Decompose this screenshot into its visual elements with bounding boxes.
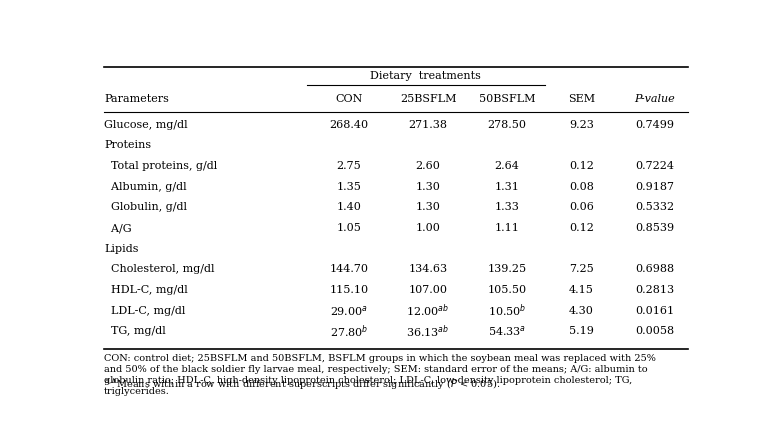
Text: CON: control diet; 25BSFLM and 50BSFLM, BSFLM groups in which the soybean meal w: CON: control diet; 25BSFLM and 50BSFLM, … <box>104 354 656 396</box>
Text: P-value: P-value <box>634 94 675 104</box>
Text: 0.7499: 0.7499 <box>635 120 674 129</box>
Text: 27.80$^{b}$: 27.80$^{b}$ <box>330 323 368 339</box>
Text: SEM: SEM <box>567 94 595 104</box>
Text: 1.30: 1.30 <box>416 202 440 212</box>
Text: 1.35: 1.35 <box>336 182 362 192</box>
Text: 139.25: 139.25 <box>487 264 527 275</box>
Text: 2.75: 2.75 <box>336 161 361 171</box>
Text: Proteins: Proteins <box>104 140 151 150</box>
Text: 7.25: 7.25 <box>569 264 594 275</box>
Text: 36.13$^{ab}$: 36.13$^{ab}$ <box>406 323 449 339</box>
Text: 0.7224: 0.7224 <box>635 161 674 171</box>
Text: 0.06: 0.06 <box>569 202 594 212</box>
Text: 0.12: 0.12 <box>569 161 594 171</box>
Text: 4.15: 4.15 <box>569 285 594 295</box>
Text: 0.8539: 0.8539 <box>635 223 674 233</box>
Text: 1.31: 1.31 <box>495 182 520 192</box>
Text: 1.30: 1.30 <box>416 182 440 192</box>
Text: 2.64: 2.64 <box>495 161 520 171</box>
Text: LDL-C, mg/dl: LDL-C, mg/dl <box>104 306 186 316</box>
Text: 1.11: 1.11 <box>495 223 520 233</box>
Text: 10.50$^{b}$: 10.50$^{b}$ <box>488 302 527 319</box>
Text: 0.2813: 0.2813 <box>635 285 674 295</box>
Text: TG, mg/dl: TG, mg/dl <box>104 326 166 336</box>
Text: 1.40: 1.40 <box>336 202 362 212</box>
Text: 268.40: 268.40 <box>329 120 369 129</box>
Text: 107.00: 107.00 <box>409 285 447 295</box>
Text: Albumin, g/dl: Albumin, g/dl <box>104 182 187 192</box>
Text: Glucose, mg/dl: Glucose, mg/dl <box>104 120 188 129</box>
Text: 278.50: 278.50 <box>488 120 527 129</box>
Text: $^{a,b}$Means within a row with different superscripts differ significantly ($P$: $^{a,b}$Means within a row with differen… <box>104 376 500 392</box>
Text: 25BSFLM: 25BSFLM <box>399 94 456 104</box>
Text: Lipids: Lipids <box>104 244 139 254</box>
Text: 12.00$^{ab}$: 12.00$^{ab}$ <box>406 302 449 319</box>
Text: A/G: A/G <box>104 223 132 233</box>
Text: Total proteins, g/dl: Total proteins, g/dl <box>104 161 217 171</box>
Text: 54.33$^{a}$: 54.33$^{a}$ <box>488 324 527 338</box>
Text: 0.12: 0.12 <box>569 223 594 233</box>
Text: 0.08: 0.08 <box>569 182 594 192</box>
Text: 134.63: 134.63 <box>409 264 447 275</box>
Text: 115.10: 115.10 <box>329 285 369 295</box>
Text: 5.19: 5.19 <box>569 326 594 336</box>
Text: 0.9187: 0.9187 <box>635 182 674 192</box>
Text: 0.0058: 0.0058 <box>635 326 674 336</box>
Text: 2.60: 2.60 <box>416 161 440 171</box>
Text: 1.33: 1.33 <box>495 202 520 212</box>
Text: Globulin, g/dl: Globulin, g/dl <box>104 202 187 212</box>
Text: 4.30: 4.30 <box>569 306 594 316</box>
Text: 144.70: 144.70 <box>329 264 369 275</box>
Text: 1.05: 1.05 <box>336 223 362 233</box>
Text: HDL-C, mg/dl: HDL-C, mg/dl <box>104 285 188 295</box>
Text: 1.00: 1.00 <box>416 223 440 233</box>
Text: 271.38: 271.38 <box>409 120 447 129</box>
Text: 50BSFLM: 50BSFLM <box>479 94 535 104</box>
Text: CON: CON <box>335 94 362 104</box>
Text: 0.6988: 0.6988 <box>635 264 674 275</box>
Text: 0.0161: 0.0161 <box>635 306 674 316</box>
Text: Dietary  treatments: Dietary treatments <box>371 71 481 81</box>
Text: 105.50: 105.50 <box>487 285 527 295</box>
Text: Cholesterol, mg/dl: Cholesterol, mg/dl <box>104 264 214 275</box>
Text: 0.5332: 0.5332 <box>635 202 674 212</box>
Text: Parameters: Parameters <box>104 94 169 104</box>
Text: 29.00$^{a}$: 29.00$^{a}$ <box>330 304 368 318</box>
Text: 9.23: 9.23 <box>569 120 594 129</box>
